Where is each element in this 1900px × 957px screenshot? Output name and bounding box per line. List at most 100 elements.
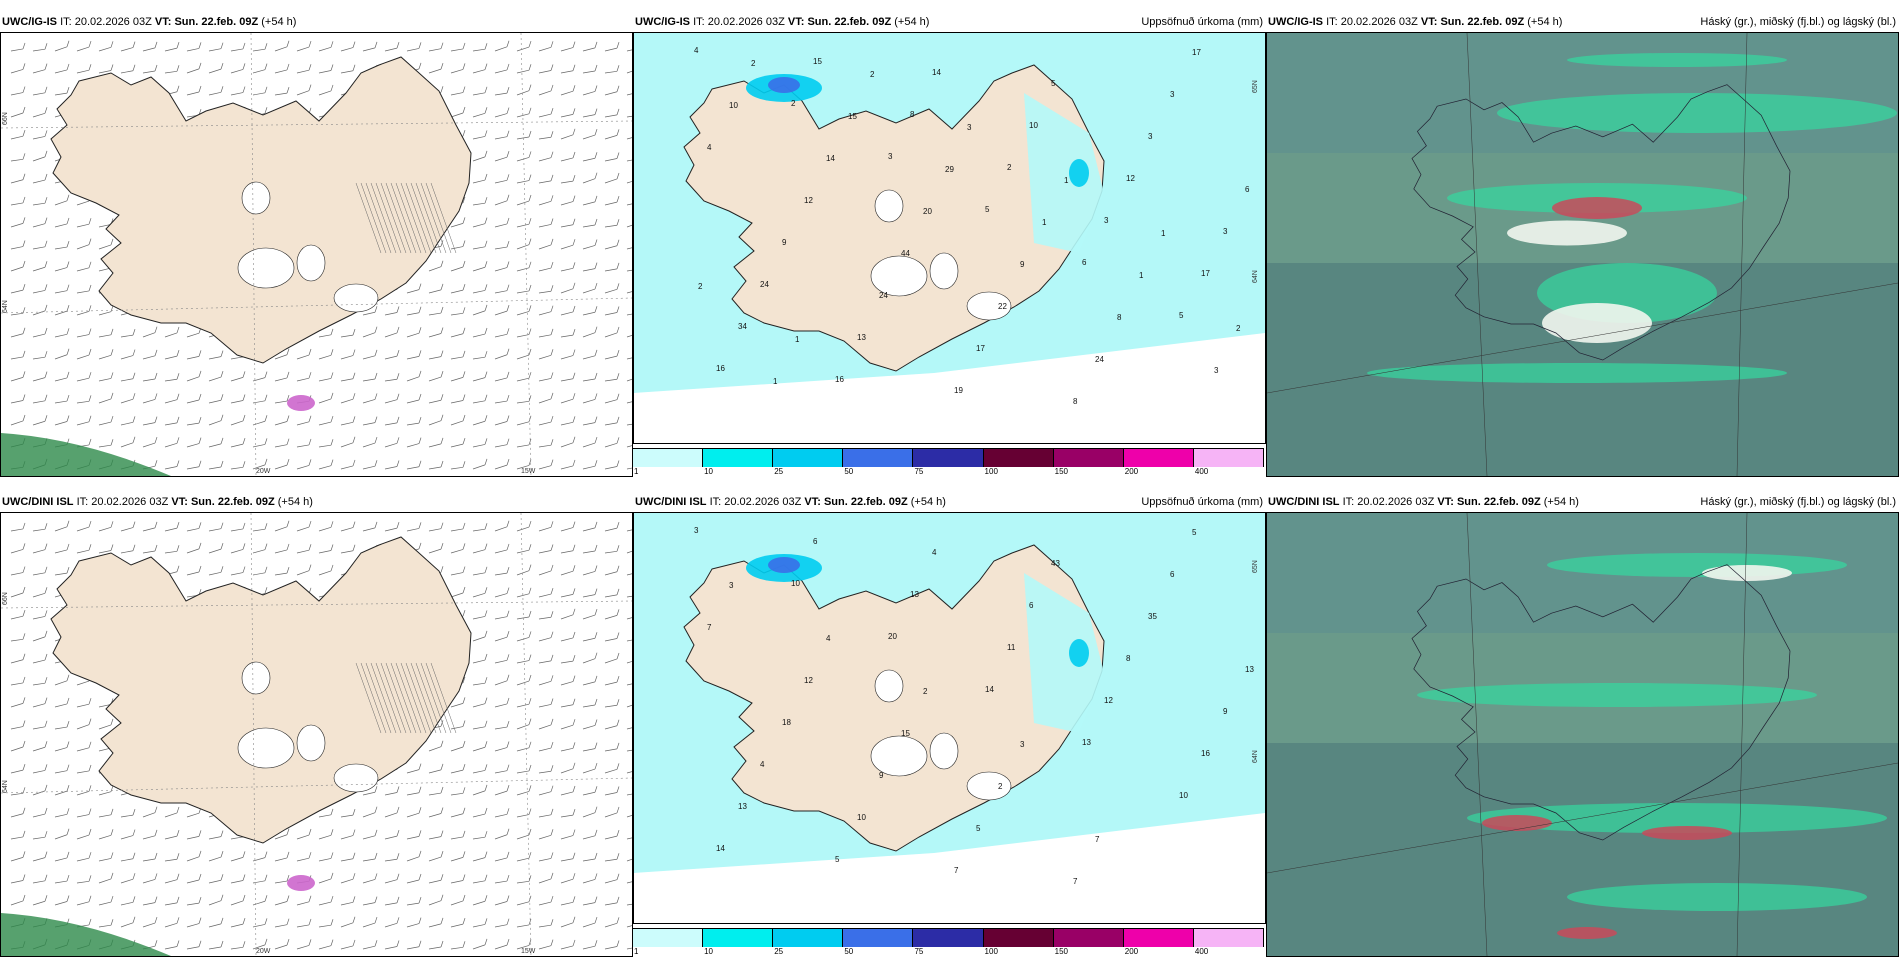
precip-value: 2 [791, 99, 796, 108]
lead-time: (+54 h) [1527, 16, 1563, 28]
wind-barb-feather [286, 86, 290, 94]
precip-map[interactable]: 3 10 20 14 13 10 14 6 13 11 12 16 13 5 4 6 8 9 4 10 7 43 35 13 1… [633, 512, 1266, 924]
wind-barb [274, 377, 288, 382]
wind-barb [10, 880, 24, 884]
wind-barb-feather [572, 588, 576, 595]
wind-barb [54, 92, 68, 96]
lead-time: (+54 h) [894, 16, 930, 28]
wind-barb [450, 549, 464, 554]
wind-barb-feather [220, 42, 224, 49]
wind-barb-feather [462, 543, 466, 550]
wind-barb-feather [264, 587, 268, 594]
colorbar-label: 75 [914, 467, 924, 476]
cloud-map[interactable] [1266, 512, 1899, 957]
wind-barb-feather [616, 699, 620, 706]
wind-barb [516, 880, 530, 884]
wind-barb-feather [396, 853, 400, 860]
wind-barb [560, 268, 574, 272]
wind-barb-feather [66, 874, 70, 882]
wind-barb [428, 68, 442, 74]
wind-barb-feather [176, 393, 180, 400]
wind-barb [582, 902, 596, 906]
wind-barb-feather [440, 283, 444, 290]
wind-barb-feather [440, 786, 444, 794]
wind-barb-feather [594, 565, 598, 572]
wind-map[interactable]: 20W 15W 66N 64N [0, 32, 633, 477]
wind-barb [516, 593, 530, 598]
wind-barb [252, 69, 266, 74]
wind-barb [516, 444, 530, 448]
wind-barb-feather [330, 84, 334, 92]
wind-barb-feather [418, 370, 422, 377]
lat-label: 64N [1252, 750, 1259, 763]
precip-map[interactable]: 4 2 3 5 6 5 16 15 8 2 3 17 34 16 14 10 12 3 24 13 19 5 3 6 9 24 17… [633, 32, 1266, 444]
wind-barb-feather [462, 697, 466, 704]
valid-time: Sun. 22.feb. 09Z [823, 496, 908, 508]
wind-barb [362, 442, 376, 448]
wind-barb [32, 813, 46, 818]
wind-barb [76, 223, 90, 228]
wind-barb-feather [594, 806, 598, 813]
wind-barb [32, 400, 46, 404]
wind-barb-feather [22, 153, 26, 160]
wind-barb [186, 836, 200, 840]
wind-barb [538, 526, 552, 532]
wind-barb-feather [66, 697, 70, 705]
wind-barb-feather [88, 764, 92, 772]
wind-barb [582, 725, 596, 730]
wind-barb [626, 704, 632, 708]
wind-barb-feather [506, 543, 510, 551]
wind-barb [494, 790, 508, 796]
precip-value: 14 [932, 68, 941, 77]
wind-barb [296, 857, 310, 862]
wind-barb-feather [154, 916, 158, 924]
wind-barb [582, 550, 596, 554]
wind-barb-feather [176, 917, 180, 924]
wind-barb [450, 333, 464, 338]
graticule-line [1466, 513, 1488, 956]
wind-barb-feather [616, 65, 620, 72]
graticule-line [1, 600, 632, 609]
wind-barb-feather [528, 828, 532, 836]
wind-barb-feather [594, 239, 598, 246]
wind-barb [626, 573, 632, 576]
precip-value: 12 [1104, 696, 1113, 705]
wind-barb [516, 616, 530, 620]
cloud-map[interactable] [1266, 32, 1899, 477]
wind-barb [252, 377, 266, 382]
wind-barb-feather [528, 218, 532, 225]
it-label: IT: [76, 496, 89, 508]
wind-barb-feather [616, 129, 620, 136]
init-time: 20.02.2026 03Z [1340, 16, 1418, 28]
hatch-line [360, 662, 387, 734]
wind-barb [164, 902, 178, 906]
precip-value: 8 [1126, 654, 1131, 663]
wind-barb [560, 724, 574, 730]
wind-barb-feather [330, 392, 334, 400]
wind-barb [560, 791, 574, 796]
wind-barb-feather [462, 787, 466, 794]
wind-barb-feather [176, 806, 180, 814]
wind-barb-feather [418, 917, 422, 924]
wind-barb [560, 768, 574, 774]
precip-value: 4 [694, 46, 699, 55]
wind-barb-feather [616, 326, 620, 334]
wind-barb-feather [242, 371, 246, 378]
wind-barb-feather [572, 459, 576, 467]
wind-barb [428, 792, 442, 796]
wind-barb [582, 355, 596, 360]
graticule-line [1, 120, 632, 129]
cloud-band [1497, 93, 1897, 133]
wind-barb-feather [22, 394, 26, 401]
wind-barb-feather [462, 874, 466, 881]
wind-barb-feather [198, 565, 202, 573]
wind-barb [472, 333, 486, 338]
wind-barb-feather [22, 807, 26, 814]
wind-barb [472, 944, 486, 950]
wind-map[interactable]: 20W 15W 66N 64N [0, 512, 633, 957]
wind-barb [76, 549, 90, 554]
wind-barb-feather [352, 459, 356, 467]
wind-barb [604, 879, 618, 884]
wind-barb [450, 312, 464, 316]
wind-barb-feather [506, 86, 510, 94]
